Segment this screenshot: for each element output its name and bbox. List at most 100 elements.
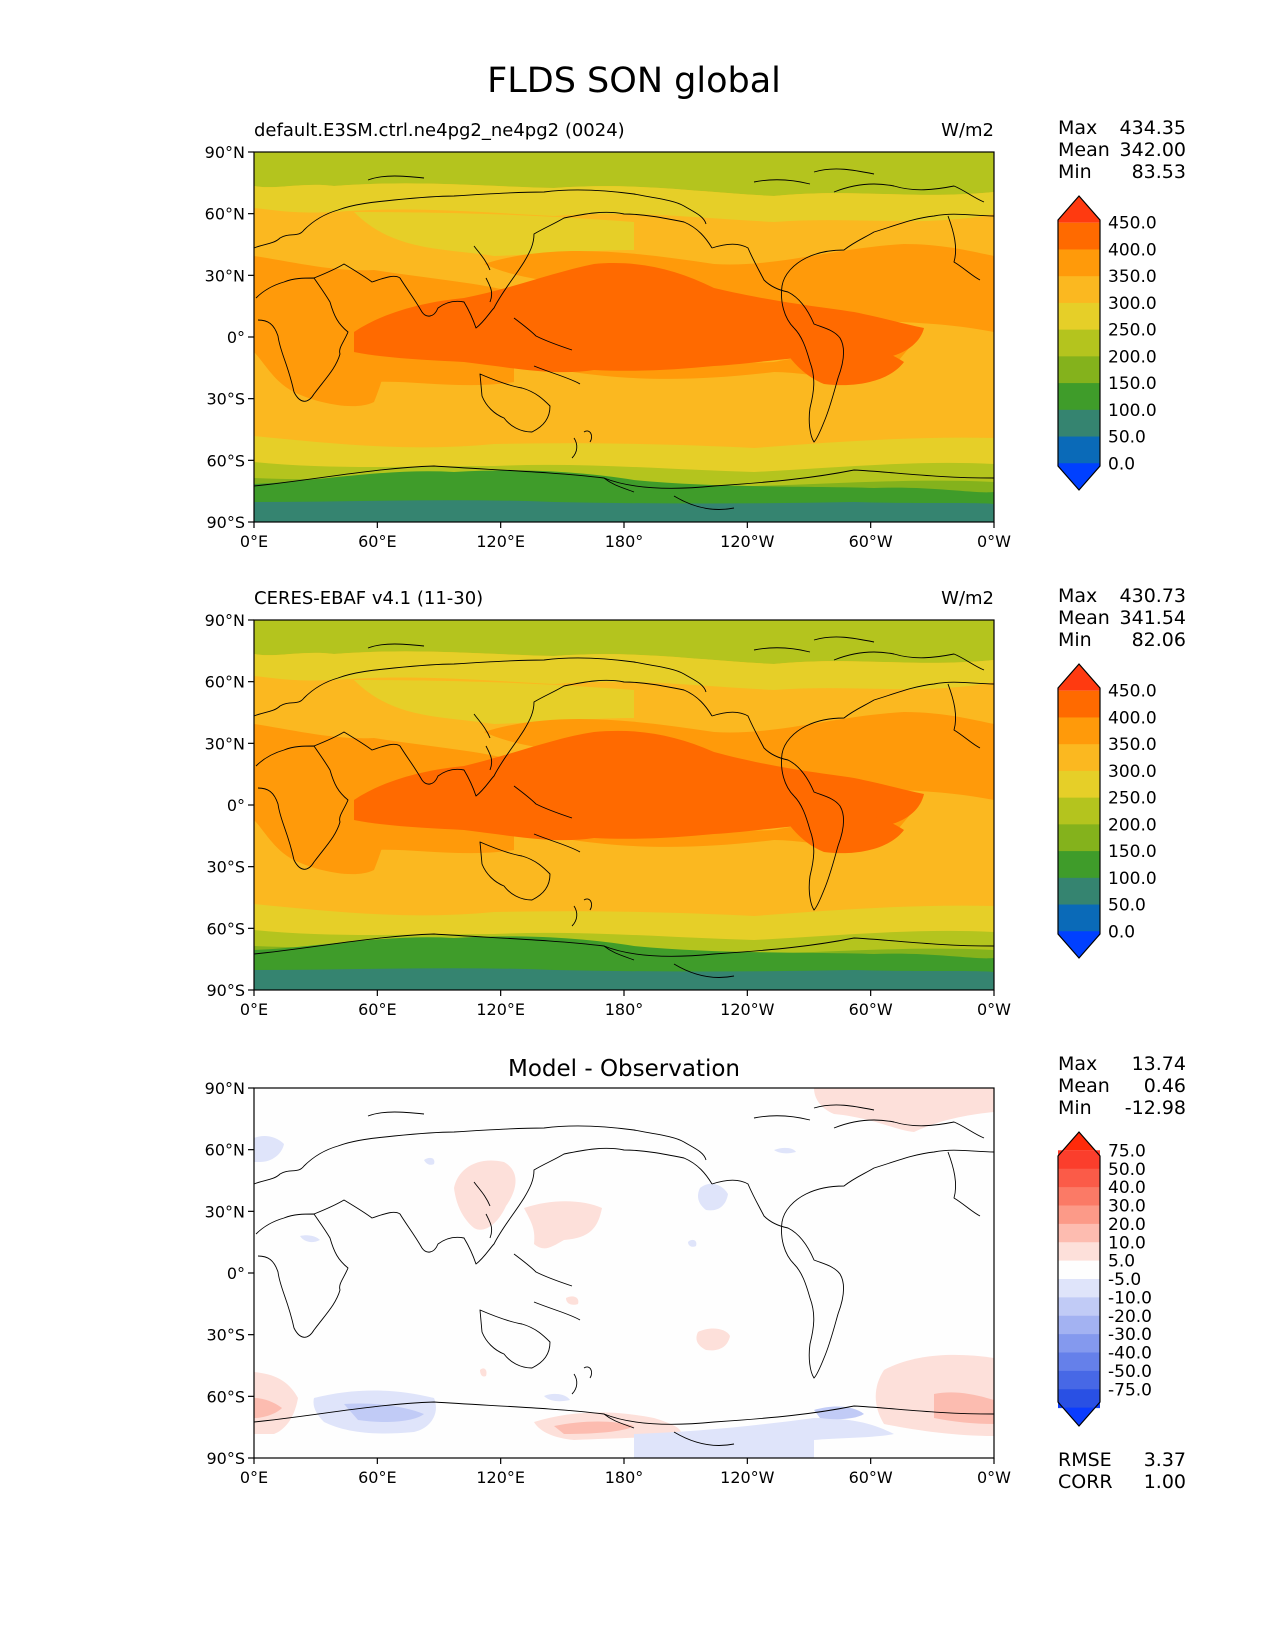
figure-title: FLDS SON global: [487, 61, 781, 101]
lat-tick-label: 60°S: [206, 1387, 245, 1406]
colorbar-segment: [1058, 383, 1100, 411]
lat-tick-label: 90°N: [205, 1079, 245, 1098]
stat-value: 13.74: [1132, 1053, 1186, 1075]
colorbar: 450.0 400.0 350.0 300.0 250.0 200.0 150.0 100.0…: [1057, 663, 1157, 959]
lat-tick-label: 0°: [227, 796, 245, 815]
lat-tick-label: 30°N: [205, 266, 245, 285]
lat-tick-label: 30°N: [205, 1202, 245, 1221]
colorbar-tick-label: 450.0: [1108, 214, 1157, 234]
colorbar-segment: [1058, 1389, 1100, 1409]
stat-label: Max: [1058, 585, 1097, 607]
colorbar-segment: [1058, 249, 1100, 277]
lon-tick-label: 120°E: [476, 532, 525, 551]
panel-observation: 90°N 60°N 30°N 0° 30°S 60°S 90°S 0°E 60°E 120°E 1…: [205, 588, 1012, 1019]
lat-tick-label: 0°: [227, 1264, 245, 1283]
stats-block: Max 434.35 Mean 342.00 Min 83.53: [1058, 117, 1186, 183]
panel-title-center: Model - Observation: [508, 1056, 740, 1082]
colorbar-segment: [1058, 824, 1100, 852]
lon-tick-label: 180°: [605, 532, 644, 551]
colorbar-tick-label: 400.0: [1108, 708, 1157, 728]
lon-tick-label: 180°: [605, 1468, 644, 1487]
lon-tick-label: 0°W: [977, 1000, 1011, 1019]
stat-label: Min: [1058, 629, 1092, 651]
lon-axis: 0°E 60°E 120°E 180° 120°W 60°W 0°W: [240, 522, 1011, 551]
lat-tick-label: 60°N: [205, 673, 245, 692]
colorbar-tick-label: 0.0: [1108, 454, 1135, 474]
lon-tick-label: 0°E: [240, 1000, 268, 1019]
stat-value: 342.00: [1120, 139, 1186, 161]
colorbar-tick-label: 40.0: [1108, 1178, 1146, 1198]
colorbar-tick-label: 350.0: [1108, 267, 1157, 287]
colorbar-tick-label: 250.0: [1108, 789, 1157, 809]
lat-axis: 90°N 60°N 30°N 0° 30°S 60°S 90°S: [205, 143, 254, 532]
colorbar-tick-label: -50.0: [1108, 1362, 1152, 1382]
colorbar-segment: [1058, 770, 1100, 799]
lat-axis: 90°N 60°N 30°N 0° 30°S 60°S 90°S: [205, 1079, 254, 1468]
colorbar-segment: [1058, 302, 1100, 331]
colorbar-segment: [1058, 904, 1100, 932]
stat-label: Min: [1058, 161, 1092, 183]
lon-tick-label: 0°W: [977, 1468, 1011, 1487]
colorbar-segment: [1058, 1260, 1100, 1280]
stat-value: 434.35: [1120, 117, 1186, 139]
stats-block: Max 430.73 Mean 341.54 Min 82.06: [1058, 585, 1186, 651]
colorbar-segment: [1058, 1279, 1100, 1298]
lon-tick-label: 120°W: [720, 1468, 775, 1487]
stat-value: 341.54: [1120, 607, 1186, 629]
colorbar-segment: [1058, 717, 1100, 745]
colorbar-tick-label: 100.0: [1108, 401, 1157, 421]
map-field: [254, 152, 994, 522]
stat-value: 82.06: [1132, 629, 1186, 651]
stat-label: Max: [1058, 1053, 1097, 1075]
stat-value: 0.46: [1144, 1075, 1186, 1097]
stat-value: 1.00: [1144, 1471, 1186, 1493]
colorbar-tick-label: -10.0: [1108, 1288, 1152, 1308]
lat-tick-label: 90°N: [205, 611, 245, 630]
colorbar-tick-label: 20.0: [1108, 1215, 1146, 1235]
lon-tick-label: 60°E: [358, 532, 396, 551]
lon-tick-label: 60°W: [849, 1000, 893, 1019]
lon-axis: 0°E 60°E 120°E 180° 120°W 60°W 0°W: [240, 990, 1011, 1019]
map-field: [254, 620, 994, 990]
colorbar-extend-max: [1058, 1132, 1100, 1156]
stat-value: 83.53: [1132, 161, 1186, 183]
lat-tick-label: 30°S: [206, 1326, 245, 1345]
lon-axis: 0°E 60°E 120°E 180° 120°W 60°W 0°W: [240, 1458, 1011, 1487]
colorbar-segment: [1058, 744, 1100, 772]
lon-tick-label: 60°E: [358, 1000, 396, 1019]
colorbar-segment: [1058, 222, 1100, 250]
lon-tick-label: 120°E: [476, 1468, 525, 1487]
colorbar: 450.0 400.0 350.0 300.0 250.0 200.0 150.0 100.0…: [1057, 195, 1157, 491]
colorbar-tick-label: 50.0: [1108, 428, 1146, 448]
colorbar-segment: [1058, 797, 1100, 825]
lat-tick-label: 60°S: [206, 919, 245, 938]
colorbar-tick-label: 50.0: [1108, 1160, 1146, 1180]
stat-label: CORR: [1058, 1471, 1113, 1493]
colorbar-extend-max: [1058, 196, 1100, 223]
colorbar-tick-label: -5.0: [1108, 1270, 1141, 1290]
lat-tick-label: 0°: [227, 328, 245, 347]
lat-tick-label: 90°S: [206, 1449, 245, 1468]
side-model: Max 434.35 Mean 342.00 Min 83.53 450.0 400.0 35…: [1057, 117, 1186, 491]
colorbar-tick-label: 75.0: [1108, 1141, 1146, 1161]
colorbar-segment: [1058, 1223, 1100, 1243]
panel-title-left: default.E3SM.ctrl.ne4pg2_ne4pg2 (0024): [254, 120, 625, 141]
colorbar-tick-label: 200.0: [1108, 347, 1157, 367]
colorbar-extend-min: [1058, 1402, 1100, 1426]
lat-tick-label: 60°N: [205, 1141, 245, 1160]
panel-model: 90°N 60°N 30°N 0° 30°S 60°S 90°S 0°E 60°E 120°E 1…: [205, 120, 1012, 551]
colorbar-tick-label: 150.0: [1108, 374, 1157, 394]
colorbar-segment: [1058, 1150, 1100, 1170]
lon-tick-label: 120°E: [476, 1000, 525, 1019]
lat-tick-label: 60°N: [205, 205, 245, 224]
coastlines: [254, 1104, 994, 1446]
lon-tick-label: 60°E: [358, 1468, 396, 1487]
colorbar-tick-label: 350.0: [1108, 735, 1157, 755]
panel-title-left: CERES-EBAF v4.1 (11-30): [254, 588, 483, 609]
colorbar-extend-min: [1058, 463, 1100, 490]
colorbar-segment: [1058, 329, 1100, 357]
colorbar-segment: [1058, 877, 1100, 906]
colorbar-segment: [1058, 1315, 1100, 1335]
panel-units: W/m2: [941, 120, 994, 141]
stats-block: Max 13.74 Mean 0.46 Min -12.98: [1058, 1053, 1186, 1119]
